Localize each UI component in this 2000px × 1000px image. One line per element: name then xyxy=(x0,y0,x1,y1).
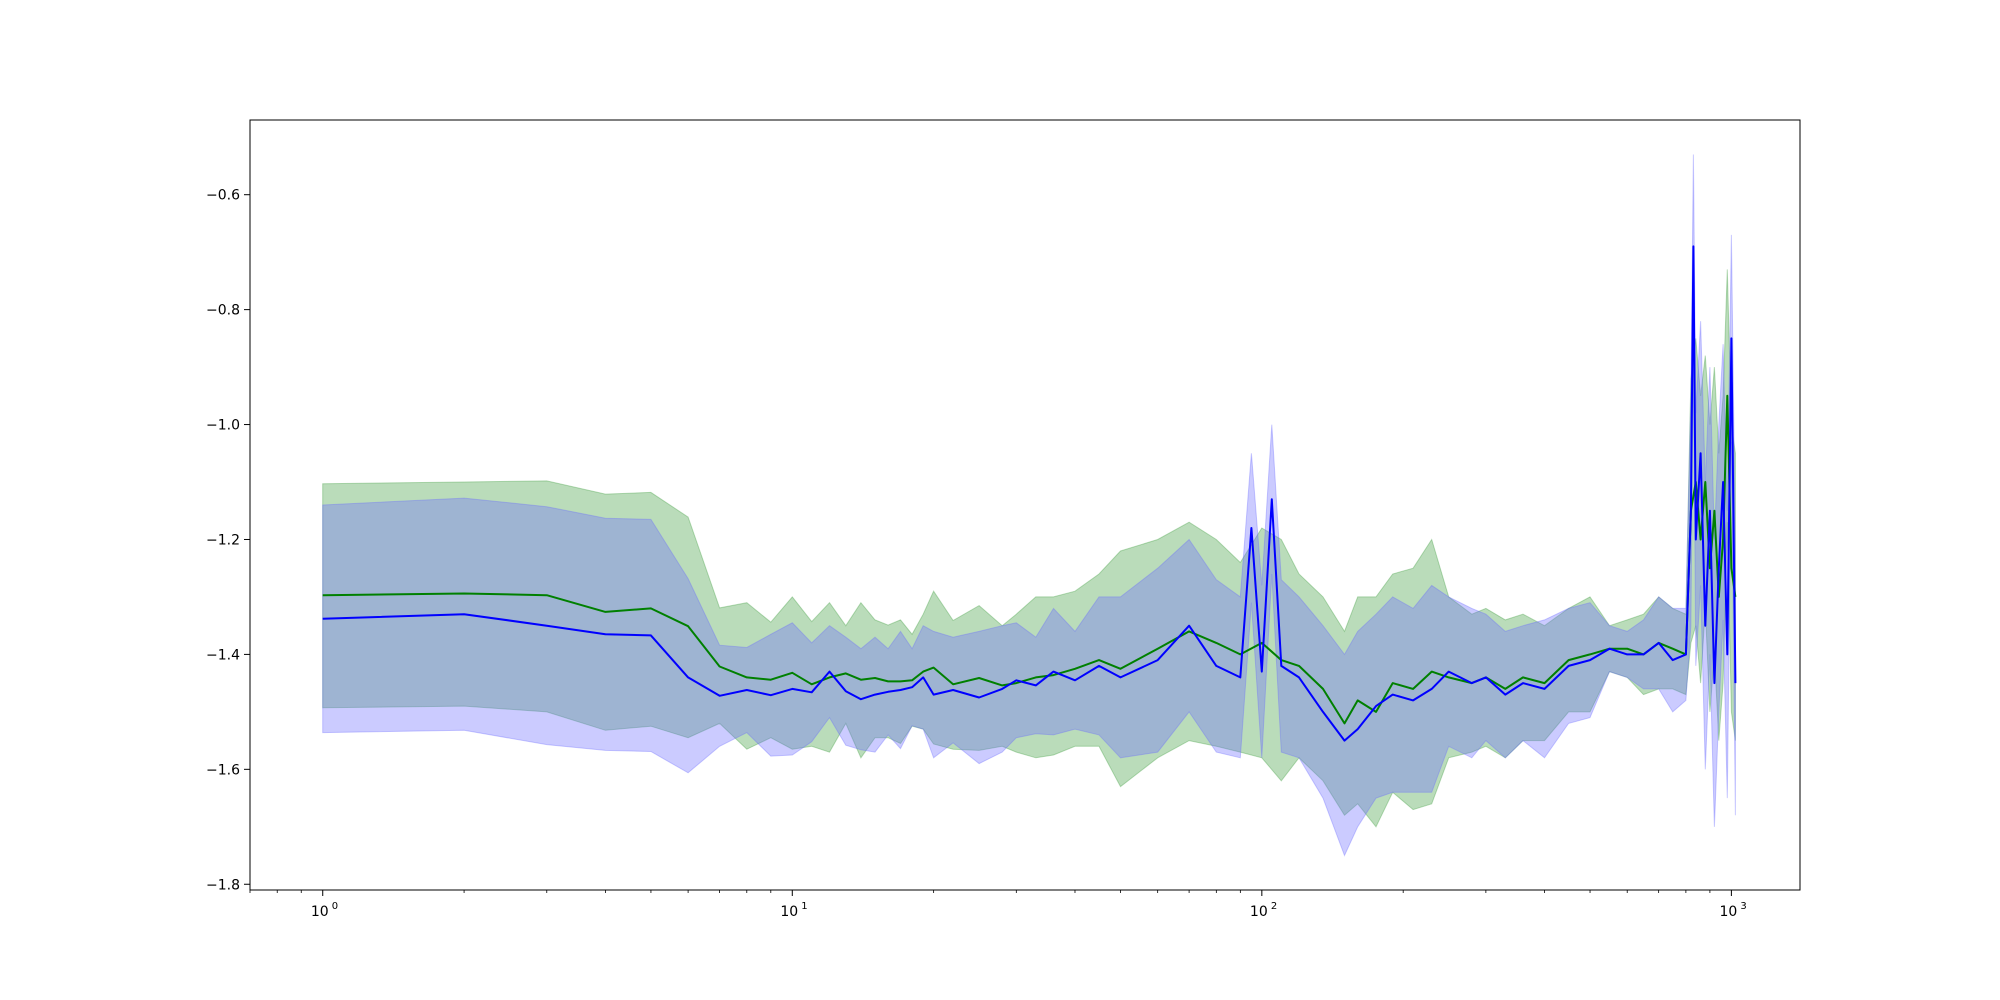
x-axis: 10 0 10 1 10 2 10 3 xyxy=(249,890,1747,920)
y-tick-label: −1.2 xyxy=(206,532,240,548)
y-tick-label: −0.6 xyxy=(206,188,240,204)
x-tick-label: 10 xyxy=(1719,904,1737,920)
plot-frame xyxy=(249,119,1801,891)
band-series-1 xyxy=(322,269,1736,828)
y-axis: −0.6 −0.8 −1.0 −1.2 −1.4 −1.6 −1.8 xyxy=(206,188,250,893)
x-tick-exponent: 3 xyxy=(1740,901,1746,912)
y-tick-label: −1.0 xyxy=(206,418,240,434)
line-series-2 xyxy=(322,245,1737,742)
line-series-1 xyxy=(322,394,1737,725)
x-tick-exponent: 0 xyxy=(332,901,338,912)
x-tick-exponent: 1 xyxy=(801,901,807,912)
x-tick-label: 10 xyxy=(1250,904,1268,920)
band-series-2 xyxy=(322,154,1736,857)
y-tick-label: −1.6 xyxy=(206,762,240,778)
x-tick-exponent: 2 xyxy=(1271,901,1277,912)
confidence-bands xyxy=(322,154,1736,857)
y-tick-label: −1.4 xyxy=(206,647,240,663)
y-tick-label: −1.8 xyxy=(206,877,240,893)
x-tick-label: 10 xyxy=(780,904,798,920)
x-tick-label: 10 xyxy=(311,904,329,920)
y-tick-label: −0.8 xyxy=(206,303,240,319)
series-lines xyxy=(322,245,1737,742)
